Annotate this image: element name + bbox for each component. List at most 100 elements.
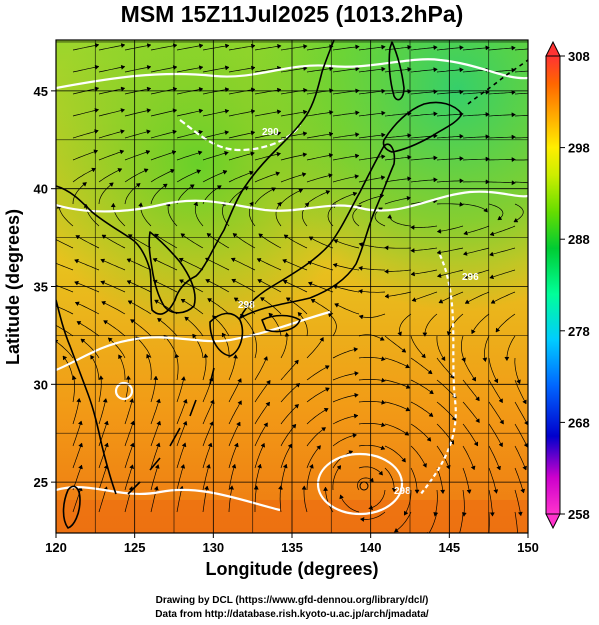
streamline-arrowhead — [303, 65, 308, 71]
map-plot-area: 290 298 296 298 — [48, 40, 542, 539]
y-axis-ticks: 25 30 35 40 45 — [34, 84, 56, 490]
streamline — [72, 375, 75, 403]
streamline — [327, 203, 337, 227]
streamline — [180, 298, 204, 315]
streamline-arrowhead — [380, 445, 386, 451]
streamline-arrowhead — [257, 463, 262, 469]
streamline-arrowhead — [523, 420, 528, 426]
streamline — [384, 156, 412, 161]
streamline — [98, 66, 125, 73]
streamline-arrowhead — [433, 177, 438, 183]
streamline-arrowhead — [74, 258, 80, 264]
streamline-arrowhead — [193, 201, 199, 207]
streamline — [488, 445, 501, 471]
streamline — [258, 233, 282, 249]
streamline — [234, 297, 256, 315]
streamline — [240, 314, 256, 337]
streamline — [56, 324, 74, 337]
streamline-arrowhead — [422, 462, 427, 468]
streamline-arrowhead — [110, 202, 116, 208]
streamline-arrowhead — [146, 129, 151, 135]
streamline-arrowhead — [301, 172, 307, 178]
streamline — [98, 109, 125, 117]
streamline — [135, 336, 152, 359]
streamline-arrowhead — [354, 392, 359, 398]
streamline — [489, 181, 516, 184]
shikoku-coastline — [261, 314, 301, 333]
streamline — [231, 279, 256, 293]
streamline — [194, 201, 204, 227]
streamline — [176, 131, 203, 139]
streamline — [410, 379, 434, 395]
streamline — [384, 467, 395, 492]
streamline-arrowhead — [516, 535, 520, 539]
streamline-arrowhead — [207, 442, 213, 448]
streamline — [192, 333, 204, 359]
streamline-arrowhead — [48, 260, 52, 264]
streamline-arrowhead — [180, 376, 186, 381]
streamline-arrowhead — [256, 258, 262, 263]
streamline-arrowhead — [294, 404, 299, 409]
streamline — [436, 69, 464, 73]
streamline-arrowhead — [522, 465, 527, 471]
streamline-arrowhead — [538, 46, 542, 50]
streamline — [465, 291, 490, 304]
streamline — [358, 90, 386, 95]
streamline — [394, 511, 412, 533]
streamline — [358, 112, 386, 117]
streamline-arrowhead — [489, 231, 495, 237]
colorbar-tick-label: 278 — [568, 324, 590, 339]
streamline — [332, 192, 358, 205]
streamline-arrowhead — [433, 111, 438, 117]
streamline-arrowhead — [91, 167, 97, 173]
streamline — [306, 427, 326, 447]
streamline-arrowhead — [459, 156, 464, 162]
streamline-arrowhead — [100, 280, 106, 286]
streamline — [254, 110, 282, 117]
streamline — [280, 332, 288, 359]
streamline — [410, 401, 434, 417]
streamline-arrowhead — [381, 110, 386, 116]
streamline — [176, 109, 203, 117]
ryukyu-coastline — [127, 367, 215, 495]
colorbar-lower-arrow — [545, 513, 561, 530]
streamline — [325, 487, 334, 513]
streamline — [462, 401, 480, 423]
streamline-arrowhead — [146, 43, 152, 49]
streamline — [513, 203, 524, 223]
streamline-arrowhead — [334, 303, 340, 308]
streamline — [436, 203, 464, 206]
streamline — [332, 348, 358, 359]
streamline — [72, 44, 99, 51]
streamline-arrowhead — [231, 278, 237, 284]
streamline — [202, 442, 212, 469]
streamline — [306, 67, 334, 73]
streamline — [410, 269, 438, 275]
streamline-arrowhead — [222, 169, 228, 175]
streamline-arrowhead — [323, 486, 329, 491]
streamline-arrowhead — [146, 86, 152, 92]
streamline — [334, 303, 360, 315]
streamline-arrowhead — [155, 442, 161, 448]
streamline-arrowhead — [489, 251, 494, 257]
streamline — [254, 443, 265, 469]
streamline-arrowhead — [291, 423, 297, 429]
streamline — [384, 445, 406, 463]
streamline-arrowhead — [433, 155, 438, 161]
streamline-arrowhead — [250, 43, 256, 49]
streamline — [436, 47, 464, 51]
streamline-arrowhead — [257, 279, 263, 284]
streamline-arrowhead — [459, 201, 464, 207]
streamline-arrowhead — [381, 154, 386, 160]
colorbar-gradient-bar — [545, 55, 561, 515]
streamline — [437, 269, 464, 277]
streamline — [98, 398, 107, 425]
streamline-arrowhead — [285, 297, 291, 302]
streamline — [462, 91, 490, 95]
colorbar-upper-arrow — [545, 40, 561, 57]
streamline-arrowhead — [179, 279, 184, 284]
coastlines — [56, 40, 528, 529]
streamline — [176, 464, 185, 491]
streamline — [62, 355, 74, 381]
streamline — [228, 485, 233, 513]
